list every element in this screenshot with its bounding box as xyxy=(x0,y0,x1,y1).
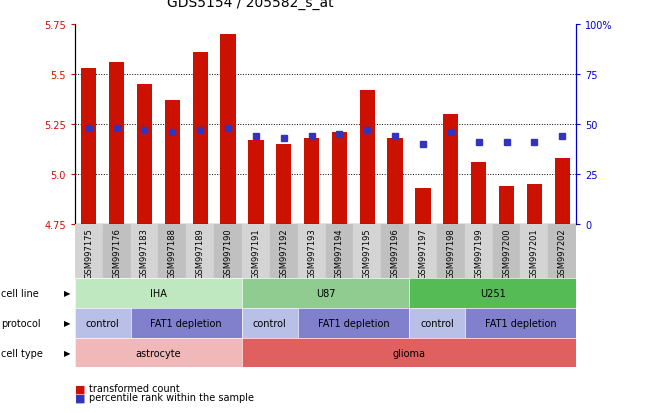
Bar xyxy=(555,159,570,225)
Text: ▶: ▶ xyxy=(64,289,70,298)
Bar xyxy=(409,225,437,278)
Text: glioma: glioma xyxy=(393,348,426,358)
Text: FAT1 depletion: FAT1 depletion xyxy=(484,318,556,328)
Bar xyxy=(443,115,458,225)
Text: GSM997176: GSM997176 xyxy=(112,227,121,278)
Bar xyxy=(381,225,409,278)
Bar xyxy=(276,145,292,225)
Text: control: control xyxy=(420,318,454,328)
Bar xyxy=(214,225,242,278)
Text: GSM997175: GSM997175 xyxy=(84,227,93,278)
Text: GSM997190: GSM997190 xyxy=(223,227,232,278)
Text: GSM997199: GSM997199 xyxy=(474,227,483,278)
Bar xyxy=(186,225,214,278)
Text: GSM997189: GSM997189 xyxy=(196,227,204,278)
Text: GSM997194: GSM997194 xyxy=(335,227,344,278)
Text: GSM997202: GSM997202 xyxy=(558,227,567,278)
Bar xyxy=(75,225,103,278)
Text: U251: U251 xyxy=(480,288,505,298)
Text: GSM997183: GSM997183 xyxy=(140,227,149,278)
Bar xyxy=(465,225,493,278)
Text: GSM997197: GSM997197 xyxy=(419,227,428,278)
Text: ▶: ▶ xyxy=(64,318,70,328)
Bar xyxy=(109,63,124,225)
Bar xyxy=(137,85,152,225)
Bar xyxy=(193,53,208,225)
Text: transformed count: transformed count xyxy=(89,383,180,393)
Bar xyxy=(81,69,96,225)
Text: GSM997195: GSM997195 xyxy=(363,227,372,278)
Bar xyxy=(304,139,319,225)
Bar xyxy=(359,91,375,225)
Bar xyxy=(158,225,186,278)
Bar xyxy=(499,187,514,225)
Bar xyxy=(493,225,520,278)
Text: GSM997201: GSM997201 xyxy=(530,227,539,278)
Text: GDS5154 / 205582_s_at: GDS5154 / 205582_s_at xyxy=(167,0,333,10)
Text: ▶: ▶ xyxy=(64,348,70,357)
Bar xyxy=(527,185,542,225)
Bar xyxy=(248,141,264,225)
Text: GSM997191: GSM997191 xyxy=(251,227,260,278)
Text: ■: ■ xyxy=(75,392,85,402)
Text: astrocyte: astrocyte xyxy=(135,348,181,358)
Bar xyxy=(332,133,347,225)
Text: GSM997198: GSM997198 xyxy=(447,227,455,278)
Bar xyxy=(298,225,326,278)
Text: IHA: IHA xyxy=(150,288,167,298)
Bar xyxy=(437,225,465,278)
Text: GSM997188: GSM997188 xyxy=(168,227,177,278)
Text: ■: ■ xyxy=(75,383,85,393)
Text: FAT1 depletion: FAT1 depletion xyxy=(150,318,222,328)
Text: U87: U87 xyxy=(316,288,335,298)
Text: control: control xyxy=(253,318,286,328)
Text: GSM997200: GSM997200 xyxy=(502,227,511,278)
Bar xyxy=(242,225,270,278)
Text: control: control xyxy=(86,318,120,328)
Bar xyxy=(353,225,381,278)
Bar xyxy=(520,225,548,278)
Text: cell type: cell type xyxy=(1,348,43,358)
Text: GSM997192: GSM997192 xyxy=(279,227,288,278)
Bar xyxy=(326,225,353,278)
Bar xyxy=(103,225,131,278)
Text: cell line: cell line xyxy=(1,288,39,298)
Bar xyxy=(387,139,403,225)
Text: protocol: protocol xyxy=(1,318,41,328)
Bar xyxy=(415,189,430,225)
Bar xyxy=(471,163,486,225)
Bar xyxy=(165,101,180,225)
Bar xyxy=(270,225,298,278)
Text: percentile rank within the sample: percentile rank within the sample xyxy=(89,392,254,402)
Text: GSM997193: GSM997193 xyxy=(307,227,316,278)
Text: GSM997196: GSM997196 xyxy=(391,227,400,278)
Bar xyxy=(221,35,236,225)
Bar xyxy=(131,225,158,278)
Text: FAT1 depletion: FAT1 depletion xyxy=(318,318,389,328)
Bar xyxy=(548,225,576,278)
